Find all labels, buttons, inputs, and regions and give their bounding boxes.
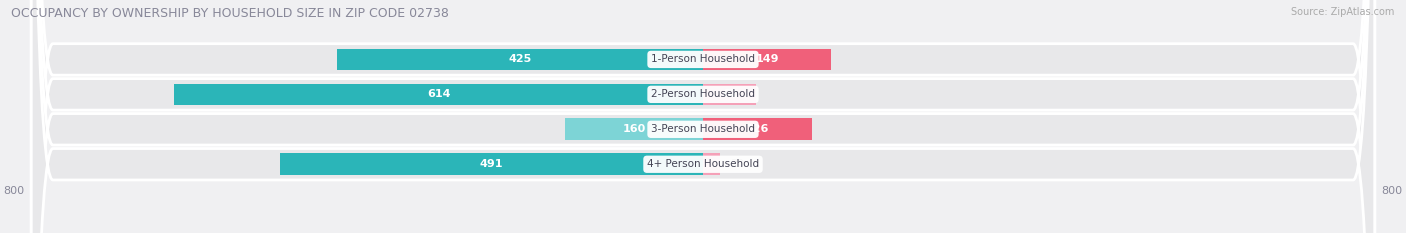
Bar	[703, 49, 831, 70]
Text: 2-Person Household: 2-Person Household	[651, 89, 755, 99]
FancyBboxPatch shape	[31, 0, 1375, 233]
Bar	[280, 153, 703, 175]
FancyBboxPatch shape	[31, 0, 1375, 233]
Text: 614: 614	[427, 89, 450, 99]
Text: OCCUPANCY BY OWNERSHIP BY HOUSEHOLD SIZE IN ZIP CODE 02738: OCCUPANCY BY OWNERSHIP BY HOUSEHOLD SIZE…	[11, 7, 449, 20]
Text: 20: 20	[731, 159, 745, 169]
Text: 3-Person Household: 3-Person Household	[651, 124, 755, 134]
Text: 126: 126	[745, 124, 769, 134]
Legend: Owner-occupied, Renter-occupied: Owner-occupied, Renter-occupied	[579, 230, 827, 233]
Bar	[703, 153, 720, 175]
Text: 62: 62	[721, 89, 738, 99]
FancyBboxPatch shape	[31, 0, 1375, 233]
Bar	[174, 83, 703, 105]
Text: 4+ Person Household: 4+ Person Household	[647, 159, 759, 169]
Bar	[703, 118, 811, 140]
FancyBboxPatch shape	[31, 0, 1375, 233]
Text: 149: 149	[755, 55, 779, 64]
Bar	[337, 49, 703, 70]
Text: 491: 491	[479, 159, 503, 169]
Bar	[703, 83, 756, 105]
Text: 1-Person Household: 1-Person Household	[651, 55, 755, 64]
Text: Source: ZipAtlas.com: Source: ZipAtlas.com	[1291, 7, 1395, 17]
Text: 160: 160	[623, 124, 645, 134]
Text: 425: 425	[509, 55, 531, 64]
Bar	[565, 118, 703, 140]
